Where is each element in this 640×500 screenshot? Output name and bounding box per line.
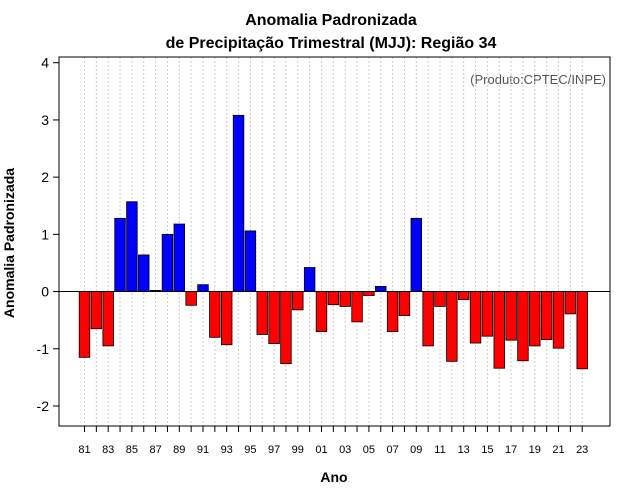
bar-2005	[363, 291, 375, 296]
bar-1984	[114, 217, 126, 292]
bar-2001	[315, 291, 328, 333]
bar-2015	[481, 291, 494, 337]
bar-1995	[244, 230, 257, 292]
x-tick-label: 03	[339, 444, 351, 456]
y-tick-label: 1	[41, 226, 49, 242]
x-tick-label: 09	[410, 444, 422, 456]
bar-2023	[576, 291, 588, 370]
bar-2014	[469, 291, 482, 344]
bar-2016	[493, 291, 505, 369]
bar-1986	[138, 254, 150, 292]
bar-1994	[232, 114, 245, 292]
y-tick-label: 4	[41, 55, 49, 71]
x-tick-label: 01	[315, 444, 327, 456]
bar-2017	[505, 291, 517, 341]
x-tick-label: 97	[268, 444, 280, 456]
bar-2012	[446, 291, 458, 362]
bar-1998	[280, 291, 292, 365]
x-tick-label: 81	[78, 444, 90, 456]
bar-2011	[434, 291, 446, 307]
bar-2020	[540, 291, 553, 341]
x-tick-label: 89	[173, 444, 185, 456]
x-tick-label: 15	[481, 444, 493, 456]
x-tick-label: 93	[221, 444, 233, 456]
y-tick-label: 0	[41, 284, 49, 300]
bar-1983	[102, 291, 114, 347]
x-tick-label: 95	[244, 444, 256, 456]
bar-2002	[327, 291, 340, 306]
x-tick-label: 17	[505, 444, 517, 456]
bar-1989	[173, 223, 186, 292]
bar-2022	[564, 291, 577, 315]
bar-1985	[126, 201, 138, 292]
bar-2019	[529, 291, 541, 347]
x-tick-label: 23	[576, 444, 588, 456]
bar-1991	[197, 284, 209, 292]
bar-1990	[185, 291, 197, 306]
bar-2006	[375, 286, 387, 292]
x-tick-label: 99	[292, 444, 304, 456]
bar-1981	[78, 291, 91, 358]
bar-2004	[351, 291, 363, 323]
x-tick-label: 87	[149, 444, 161, 456]
chart-title: Anomalia Padronizada	[245, 12, 417, 29]
bar-1982	[90, 291, 103, 330]
y-tick-label: 3	[41, 112, 49, 128]
bar-1993	[220, 291, 233, 346]
bar-2010	[422, 291, 434, 347]
y-tick-label: 2	[41, 169, 49, 185]
bar-1988	[161, 233, 174, 292]
bar-2007	[386, 291, 399, 333]
plot-frame	[58, 56, 611, 427]
x-tick-label: 19	[529, 444, 541, 456]
bar-2018	[517, 291, 529, 362]
x-tick-label: 91	[197, 444, 209, 456]
bar-2021	[552, 291, 565, 349]
x-tick-label: 21	[552, 444, 564, 456]
chart-subtitle: de Precipitação Trimestral (MJJ): Região…	[166, 35, 497, 52]
bar-2009	[410, 217, 423, 292]
bar-2000	[303, 267, 316, 292]
bar-1999	[292, 291, 304, 311]
bar-2013	[457, 291, 470, 300]
bar-2008	[398, 291, 411, 316]
y-tick-label: -1	[37, 341, 50, 357]
x-tick-label: 05	[363, 444, 375, 456]
vertical-gridlines	[84, 57, 583, 426]
y-axis-label: Anomalia Padronizada	[1, 168, 17, 318]
product-credit: (Produto:CPTEC/INPE)	[470, 72, 606, 87]
x-tick-label: 83	[102, 444, 114, 456]
bar-series	[78, 114, 588, 370]
x-axis-label: Ano	[320, 469, 347, 485]
x-tick-label: 11	[434, 444, 445, 456]
bar-1992	[209, 291, 221, 338]
bar-2003	[339, 291, 351, 307]
y-tick-label: -2	[37, 398, 50, 414]
x-tick-label: 85	[126, 444, 138, 456]
bar-1997	[268, 291, 280, 345]
bar-1996	[256, 291, 268, 335]
x-tick-label: 07	[386, 444, 398, 456]
x-tick-label: 13	[458, 444, 470, 456]
